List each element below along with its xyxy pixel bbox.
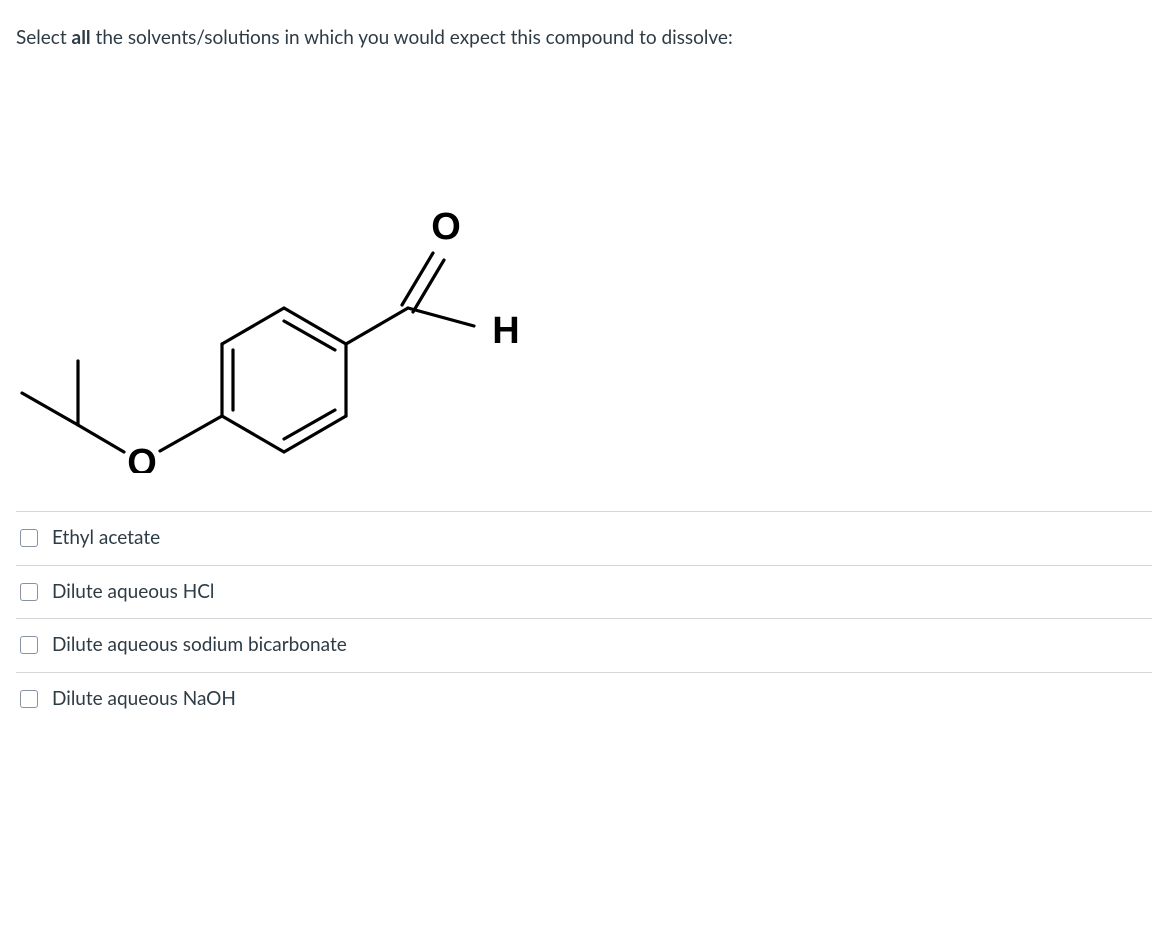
atom-label-o-bottom: O [127,442,157,473]
option-row-naoh[interactable]: Dilute aqueous NaOH [16,672,1152,726]
option-checkbox[interactable] [20,529,38,547]
molecule-structure: O H O [16,83,1152,482]
atom-label-o-top: O [431,206,461,248]
option-row-ethyl-acetate[interactable]: Ethyl acetate [16,511,1152,565]
question-stem: Select all the solvents/solutions in whi… [16,24,1152,53]
option-row-sodium-bicarb[interactable]: Dilute aqueous sodium bicarbonate [16,618,1152,672]
option-checkbox[interactable] [20,636,38,654]
stem-prefix: Select [16,26,72,49]
stem-suffix: the solvents/solutions in which you woul… [91,26,733,49]
option-label: Dilute aqueous HCl [52,578,214,607]
option-label: Ethyl acetate [52,524,160,553]
molecule-svg: O H O [16,83,576,473]
option-row-dilute-hcl[interactable]: Dilute aqueous HCl [16,565,1152,619]
option-checkbox[interactable] [20,583,38,601]
option-checkbox[interactable] [20,690,38,708]
atom-label-h-right: H [492,310,519,352]
options-list: Ethyl acetate Dilute aqueous HCl Dilute … [16,511,1152,725]
option-label: Dilute aqueous NaOH [52,685,236,714]
option-label: Dilute aqueous sodium bicarbonate [52,631,347,660]
stem-bold: all [72,26,91,49]
